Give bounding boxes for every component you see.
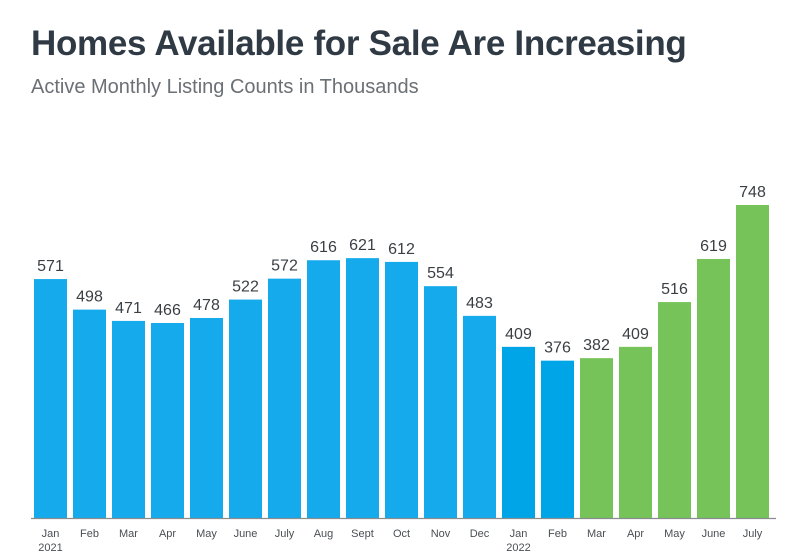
value-label: 522: [232, 279, 259, 296]
value-label: 516: [661, 281, 688, 298]
value-label: 616: [310, 239, 337, 256]
x-tick-label: Feb: [548, 528, 567, 540]
bar-dec-11: [463, 315, 496, 518]
bar-jan-2021-0: [34, 279, 67, 518]
value-label: 483: [466, 295, 493, 312]
x-tick-label: Jan: [510, 528, 528, 540]
bar-oct-9: [385, 261, 418, 518]
bar-may-4: [190, 317, 223, 518]
value-label: 554: [427, 265, 454, 282]
x-tick-label: July: [275, 528, 295, 540]
x-tick-label: Mar: [119, 528, 138, 540]
chart-title: Homes Available for Sale Are Increasing: [31, 24, 687, 63]
x-tick-label: June: [234, 528, 258, 540]
bar-nov-10: [424, 286, 457, 518]
value-label: 376: [544, 340, 571, 357]
chart-subtitle: Active Monthly Listing Counts in Thousan…: [31, 76, 419, 98]
bar-june-5: [229, 299, 262, 518]
value-label: 409: [505, 326, 532, 343]
bar-jan-2022-12: [502, 346, 535, 518]
bar-june-17: [697, 258, 730, 518]
x-tick-label: May: [196, 528, 217, 540]
value-label: 571: [37, 258, 64, 275]
value-label: 748: [739, 184, 766, 201]
bar-sept-8: [346, 258, 379, 518]
x-tick-year-label: 2022: [506, 542, 530, 554]
value-label: 572: [271, 258, 298, 275]
value-label: 478: [193, 297, 220, 314]
bar-mar-2: [112, 320, 145, 518]
bar-apr-15: [619, 346, 652, 518]
x-tick-label: Apr: [159, 528, 176, 540]
bar-july-18: [736, 205, 769, 518]
bar-may-16: [658, 302, 691, 518]
x-tick-label: Mar: [587, 528, 606, 540]
value-label: 621: [349, 237, 376, 254]
x-tick-label: Aug: [314, 528, 334, 540]
x-tick-label: Apr: [627, 528, 644, 540]
x-tick-label: July: [743, 528, 763, 540]
value-label: 409: [622, 326, 649, 343]
bar-feb-13: [541, 360, 574, 518]
value-label: 466: [154, 302, 181, 319]
x-tick-label: Nov: [431, 528, 451, 540]
bar-july-6: [268, 278, 301, 518]
bar-aug-7: [307, 260, 340, 518]
x-tick-year-label: 2021: [38, 542, 62, 554]
bar-mar-14: [580, 358, 613, 518]
value-label: 382: [583, 337, 610, 354]
x-tick-label: Sept: [351, 528, 374, 540]
value-label: 498: [76, 289, 103, 306]
bar-feb-1: [73, 309, 106, 518]
x-tick-label: Oct: [393, 528, 410, 540]
value-label: 471: [115, 300, 142, 317]
x-tick-label: June: [702, 528, 726, 540]
x-tick-label: May: [664, 528, 685, 540]
x-tick-label: Jan: [42, 528, 60, 540]
value-label: 612: [388, 241, 415, 258]
value-label: 619: [700, 238, 727, 255]
x-tick-label: Feb: [80, 528, 99, 540]
x-tick-label: Dec: [470, 528, 490, 540]
bar-apr-3: [151, 323, 184, 518]
